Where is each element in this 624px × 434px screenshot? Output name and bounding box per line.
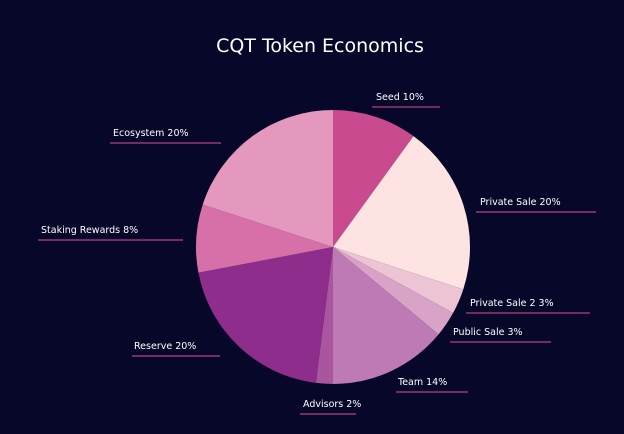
slice-label-6: Reserve 20% (134, 341, 196, 352)
pie-slice-8 (202, 110, 333, 247)
slice-label-2: Private Sale 2 3% (470, 298, 554, 309)
pie-slices (196, 110, 470, 385)
slice-label-5: Advisors 2% (303, 399, 361, 410)
pie-slice-5 (315, 247, 333, 385)
pie-slice-2 (333, 247, 464, 313)
pie-slice-0 (333, 110, 414, 247)
pie-slice-4 (333, 247, 439, 384)
slice-label-4: Team 14% (397, 377, 447, 388)
slice-label-3: Public Sale 3% (453, 327, 523, 338)
slice-labels: Seed 10% Private Sale 20% Private Sale 2 3… (38, 92, 596, 415)
slice-label-0: Seed 10% (376, 92, 424, 103)
slice-label-7: Staking Rewards 8% (41, 225, 138, 236)
pie-slice-7 (196, 204, 333, 273)
pie-slice-1 (333, 136, 470, 290)
chart-title: CQT Token Economics (216, 35, 424, 57)
pie-slice-3 (333, 247, 454, 335)
slice-label-1: Private Sale 20% (480, 197, 561, 208)
pie-slice-6 (198, 247, 333, 383)
slice-label-8: Ecosystem 20% (113, 128, 189, 139)
